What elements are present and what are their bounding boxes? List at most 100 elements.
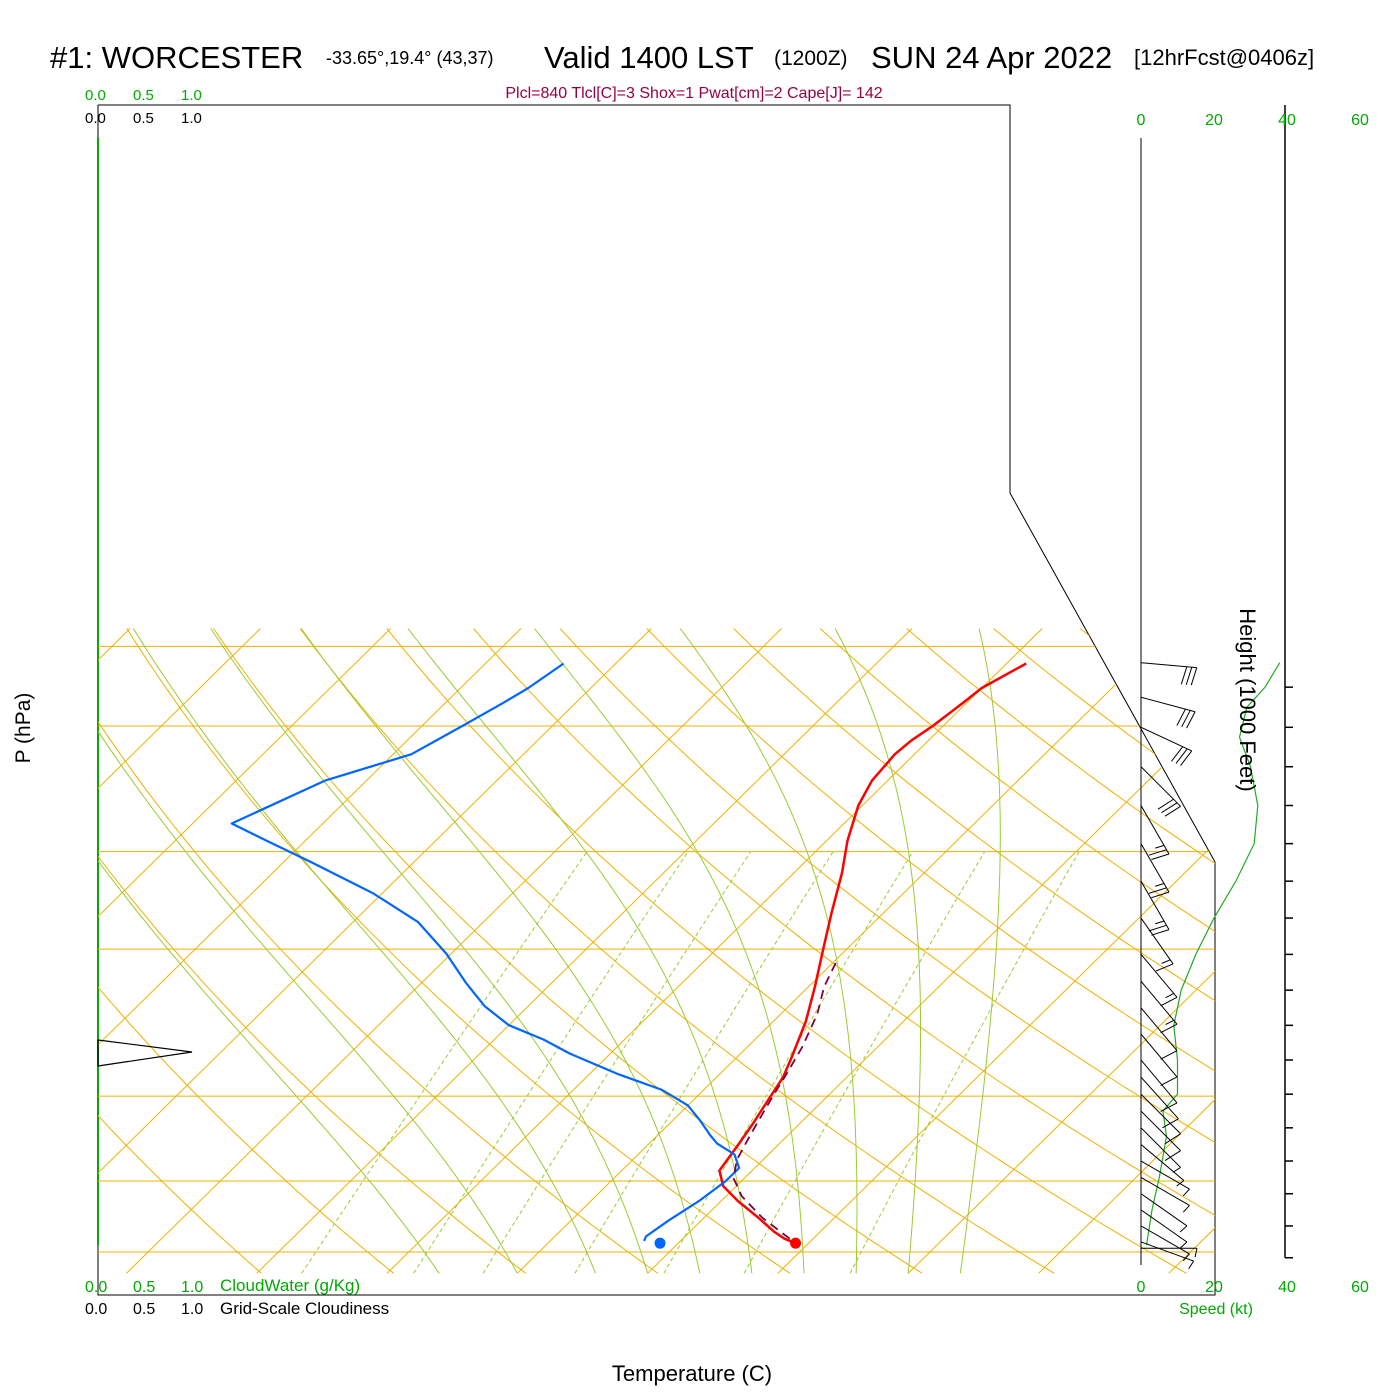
speed-scale-bottom: 0 20 40 60 Speed (kt)	[1137, 1279, 1369, 1318]
dry-adiabat-lines	[98, 628, 1400, 1274]
cloud-scale-top-black-0: 0.0	[85, 110, 106, 127]
cloud-scale-bottom-green-1: 0.5	[133, 1279, 155, 1296]
dry-adiabat-line	[646, 628, 1215, 1274]
isotherm-line	[1299, 628, 1400, 1273]
isotherm-lines	[98, 628, 1400, 1274]
wind-barb	[1140, 1193, 1188, 1233]
wind-barb-feather	[1180, 666, 1188, 685]
wind-barb-feather	[1164, 1150, 1181, 1161]
isotherm-line	[516, 628, 1173, 1274]
wind-barb-staff	[1140, 1209, 1188, 1243]
dry-adiabat-line	[906, 628, 1215, 1274]
wind-barb-feather	[1151, 929, 1170, 936]
wind-barb-feather	[1176, 708, 1186, 726]
wind-barb-feather	[1175, 748, 1188, 764]
mixing-ratio-line	[482, 851, 752, 1274]
wind-barb-feather	[1164, 805, 1181, 817]
valid-date: SUN 24 Apr 2022	[871, 40, 1112, 75]
moist-adiabat-line	[407, 628, 753, 1274]
cloud-scale-bottom-green-0: 0.0	[85, 1279, 107, 1296]
cloud-fraction-wedge	[97, 1039, 193, 1067]
dry-adiabat-line	[1340, 629, 1400, 1274]
dry-adiabat-line	[98, 628, 659, 1274]
wind-barb-half-feather	[1165, 1019, 1175, 1026]
cloud-scale-bottom-black-2: 1.0	[181, 1301, 203, 1318]
mixing-ratio-line	[301, 851, 588, 1274]
isotherm-line	[98, 628, 261, 1274]
axes-ticks	[1284, 105, 1293, 1259]
wind-barb-staff	[1140, 1160, 1190, 1190]
wind-barb-staff	[1140, 1241, 1194, 1262]
wind-barb-half-feather	[1179, 1241, 1188, 1249]
wind-barb-staff	[1140, 843, 1170, 893]
dry-adiabat-line	[819, 628, 1215, 1274]
wind-barb-feather	[1160, 1076, 1178, 1086]
speed-bottom-3: 60	[1351, 1279, 1369, 1296]
wind-barb	[1140, 1209, 1188, 1249]
moist-adiabat-line	[300, 628, 701, 1274]
wind-barb	[1140, 1110, 1181, 1161]
forecast-info: [12hrFcst@0406z]	[1134, 45, 1314, 70]
wind-barb-half-feather	[1182, 1188, 1190, 1197]
cloudiness-label: Grid-Scale Cloudiness	[220, 1299, 389, 1318]
wind-barb-staff	[1140, 662, 1197, 669]
zulu-time: (1200Z)	[774, 47, 848, 70]
wind-barb	[1140, 1225, 1190, 1262]
wind-barb-half-feather	[1165, 992, 1175, 999]
surface-dewpoint-dot	[654, 1237, 666, 1249]
wind-barb-half-feather	[1194, 1248, 1198, 1258]
wind-barb-staff	[1140, 1225, 1190, 1255]
mixing-ratio-line	[849, 851, 1080, 1274]
wind-barb-feather	[1160, 996, 1178, 1007]
cloud-scale-top-green-1: 0.5	[133, 87, 154, 104]
moist-adiabat-line	[98, 628, 518, 1274]
moist-adiabat-line	[98, 628, 440, 1274]
wind-barb	[1141, 1247, 1198, 1258]
cloud-scale-bottom-black-0: 0.0	[85, 1301, 107, 1318]
dry-adiabat-line	[386, 628, 1187, 1274]
dry-adiabat-line	[98, 628, 262, 1274]
dry-adiabat-line	[98, 628, 527, 1274]
speed-label: Speed (kt)	[1179, 1301, 1253, 1318]
mixing-ratio-line	[743, 851, 986, 1274]
wind-barb-feather	[1190, 667, 1198, 686]
wind-barb-half-feather	[1155, 920, 1165, 925]
wind-barb	[1140, 696, 1196, 729]
wind-barb	[1140, 1241, 1195, 1270]
wind-barb-staff	[1140, 1144, 1185, 1181]
wind-barb-staff	[1140, 1176, 1190, 1206]
isotherm-line	[98, 628, 522, 1274]
wind-barb	[1140, 726, 1193, 766]
wind-barb-feather	[1180, 750, 1193, 766]
wind-barb	[1140, 954, 1178, 1007]
wind-barb-feather	[1162, 1118, 1179, 1129]
wind-barb-staff	[1140, 696, 1196, 713]
wind-barb-half-feather	[1182, 1205, 1190, 1213]
speed-top-2: 40	[1278, 112, 1296, 129]
x-axis-label: Temperature (C)	[612, 1361, 772, 1386]
moist-adiabat-line	[959, 628, 1001, 1274]
wind-barb-feather	[1148, 887, 1167, 894]
moist-adiabat-line	[132, 628, 596, 1274]
speed-top-1: 20	[1205, 112, 1223, 129]
dry-adiabat-line	[1166, 628, 1215, 1274]
dry-adiabat-line	[473, 628, 1215, 1274]
wind-barb-staff	[1140, 1059, 1178, 1104]
wind-barb-staff	[1140, 917, 1174, 965]
speed-top-0: 0	[1137, 112, 1146, 129]
cloud-scale-top-black-1: 0.5	[133, 110, 154, 127]
moist-adiabat-line	[679, 628, 858, 1274]
wind-barb-half-feather	[1182, 1253, 1190, 1262]
wind-barb-feather	[1155, 963, 1174, 972]
parcel-profile	[732, 961, 838, 1240]
cloud-scale-bottom-black-1: 0.5	[133, 1301, 155, 1318]
isotherm-line	[907, 628, 1215, 1274]
surface-temperature-dot	[790, 1237, 802, 1249]
isotherm-line	[98, 628, 652, 1274]
wind-barb-staff	[1140, 1110, 1181, 1152]
isotherm-line	[386, 628, 1043, 1274]
moist-adiabat-line	[210, 628, 649, 1274]
wind-barb-half-feather	[1161, 959, 1171, 964]
wind-barb	[1140, 980, 1178, 1034]
dry-adiabat-line	[299, 628, 1055, 1274]
